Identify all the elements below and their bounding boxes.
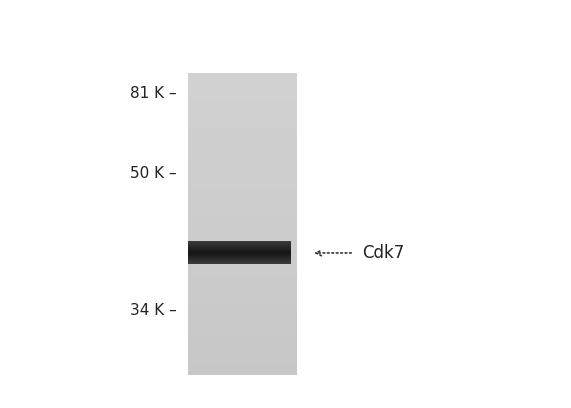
Text: 34 K –: 34 K – bbox=[130, 303, 177, 317]
Text: Cdk7: Cdk7 bbox=[363, 244, 405, 262]
Text: 50 K –: 50 K – bbox=[130, 166, 177, 181]
Text: 81 K –: 81 K – bbox=[130, 86, 177, 101]
